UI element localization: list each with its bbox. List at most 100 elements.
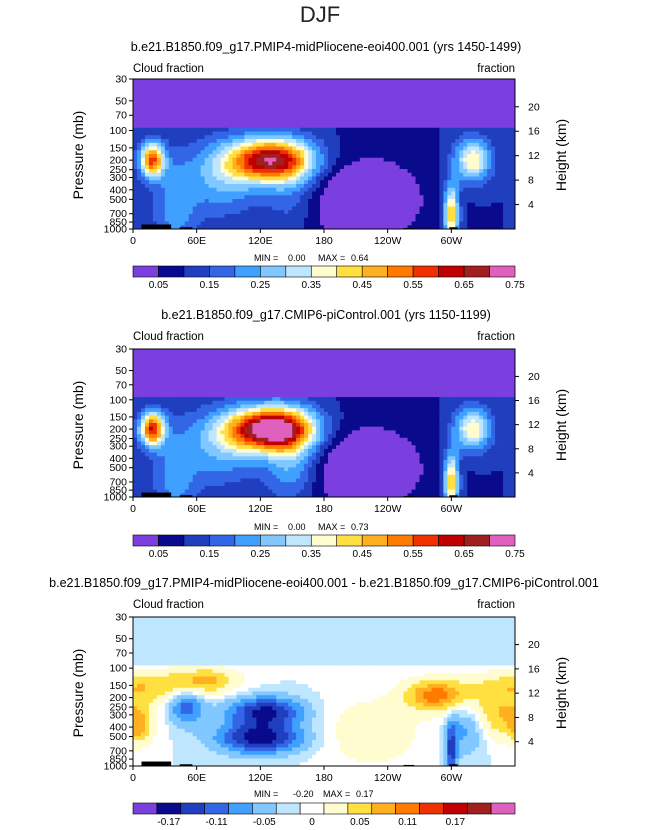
heatmap-cell	[252, 356, 257, 361]
heatmap-cell	[144, 161, 150, 166]
heatmap-cell	[288, 124, 293, 129]
heatmap-cell	[276, 127, 281, 132]
heatmap-cell	[220, 210, 225, 215]
heatmap-cell	[252, 214, 257, 219]
heatmap-cell	[164, 184, 170, 189]
heatmap-cell	[331, 210, 337, 215]
heatmap-cell	[335, 225, 341, 230]
heatmap-cell	[220, 165, 225, 170]
y-tick-label: 300	[109, 172, 127, 184]
heatmap-cell	[304, 165, 309, 170]
heatmap-cell	[483, 169, 488, 174]
heatmap-cell	[355, 161, 361, 166]
heatmap-cell	[288, 109, 293, 114]
heatmap-cell	[188, 161, 194, 166]
heatmap-cell	[427, 367, 432, 372]
heatmap-cell	[487, 374, 492, 379]
heatmap-cell	[455, 82, 460, 87]
heatmap-cell	[411, 187, 416, 192]
heatmap-cell	[335, 124, 341, 129]
heatmap-cell	[511, 176, 516, 181]
heatmap-cell	[483, 382, 488, 387]
heatmap-cell	[184, 150, 190, 155]
heatmap-cell	[379, 131, 385, 136]
heatmap-cell	[495, 184, 500, 189]
heatmap-cell	[459, 214, 464, 219]
heatmap-cell	[324, 112, 329, 117]
heatmap-cell	[324, 225, 329, 230]
heatmap-cell	[503, 94, 508, 99]
heatmap-cell	[487, 79, 492, 84]
heatmap-cell	[284, 382, 289, 387]
heatmap-cell	[164, 352, 170, 357]
heatmap-cell	[443, 172, 448, 177]
heatmap-cell	[196, 225, 202, 230]
heatmap-cell	[371, 101, 377, 106]
heatmap-cell	[220, 172, 225, 177]
heatmap-cell	[133, 146, 138, 151]
heatmap-cell	[335, 371, 341, 376]
heatmap-cell	[276, 90, 281, 95]
heatmap-cell	[339, 363, 345, 368]
heatmap-cell	[180, 382, 186, 387]
heatmap-cell	[308, 180, 313, 185]
heatmap-cell	[316, 360, 321, 365]
heatmap-cell	[140, 360, 146, 365]
heatmap-cell	[156, 349, 162, 354]
heatmap-cell	[296, 124, 301, 129]
heatmap-cell	[212, 386, 217, 391]
heatmap-cell	[168, 82, 174, 87]
heatmap-cell	[308, 105, 313, 110]
heatmap-cell	[196, 97, 202, 102]
heatmap-cell	[415, 210, 420, 215]
heatmap-cell	[355, 191, 361, 196]
heatmap-cell	[180, 112, 186, 117]
heatmap-cell	[459, 221, 464, 226]
heatmap-cell	[335, 202, 341, 207]
heatmap-cell	[343, 97, 349, 102]
heatmap-cell	[351, 157, 357, 162]
heatmap-cell	[192, 169, 198, 174]
heatmap-cell	[335, 195, 341, 200]
heatmap-cell	[419, 180, 424, 185]
heatmap-cell	[284, 157, 289, 162]
heatmap-cell	[439, 363, 444, 368]
heatmap-cell	[363, 184, 369, 189]
heatmap-cell	[403, 135, 408, 140]
heatmap-cell	[152, 210, 158, 215]
heatmap-cell	[451, 378, 456, 383]
heatmap-cell	[447, 206, 452, 211]
heatmap-cell	[224, 217, 229, 222]
heatmap-cell	[483, 82, 488, 87]
heatmap-cell	[367, 206, 373, 211]
heatmap-cell	[455, 105, 460, 110]
heatmap-cell	[288, 97, 293, 102]
heatmap-cell	[503, 202, 508, 207]
heatmap-cell	[152, 101, 158, 106]
heatmap-cell	[375, 169, 381, 174]
panel-1-min-value: 0.00	[288, 253, 306, 263]
heatmap-cell	[487, 97, 492, 102]
heatmap-cell	[136, 214, 142, 219]
heatmap-cell	[483, 86, 488, 91]
heatmap-cell	[156, 127, 162, 132]
heatmap-cell	[200, 90, 206, 95]
heatmap-cell	[399, 352, 404, 357]
heatmap-cell	[439, 109, 444, 114]
heatmap-cell	[451, 352, 456, 357]
heatmap-cell	[188, 165, 194, 170]
heatmap-cell	[455, 150, 460, 155]
heatmap-cell	[447, 142, 452, 147]
heatmap-cell	[240, 367, 245, 372]
heatmap-cell	[335, 146, 341, 151]
heatmap-cell	[407, 214, 412, 219]
heatmap-cell	[431, 349, 436, 354]
heatmap-cell	[439, 154, 444, 159]
heatmap-cell	[133, 139, 138, 144]
heatmap-cell	[144, 217, 150, 222]
heatmap-cell	[200, 172, 206, 177]
heatmap-cell	[256, 82, 261, 87]
heatmap-cell	[503, 82, 508, 87]
heatmap-cell	[136, 112, 142, 117]
heatmap-cell	[327, 199, 333, 204]
